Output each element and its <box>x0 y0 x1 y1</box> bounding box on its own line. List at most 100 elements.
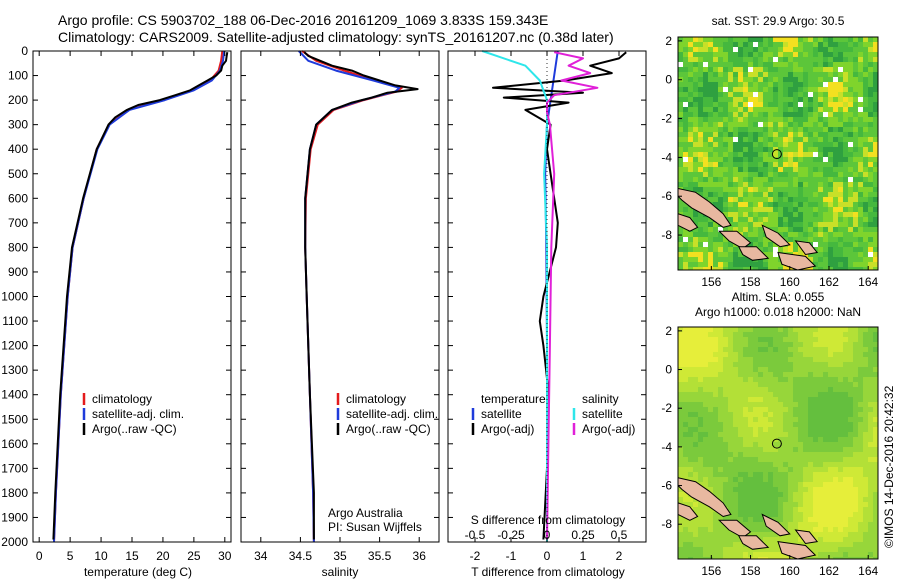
map-cell <box>873 252 878 258</box>
map-cell <box>683 162 689 168</box>
map-cell <box>723 532 729 538</box>
map-cell <box>743 407 749 413</box>
map-cell <box>688 52 694 58</box>
map-cell <box>783 237 789 243</box>
sla-map-frame <box>677 326 879 560</box>
map-cell <box>718 97 724 103</box>
map-cell <box>758 152 764 158</box>
map-cell <box>873 157 878 163</box>
map-cell <box>783 107 789 113</box>
y-tick-label-depth-0: 0 <box>21 44 28 58</box>
map-cell <box>778 452 784 458</box>
map-cell <box>858 502 864 508</box>
map-cell <box>713 542 719 548</box>
map-cell <box>698 547 704 553</box>
map-cell <box>723 207 729 213</box>
map-cell <box>813 232 819 238</box>
map-cell <box>808 102 814 108</box>
map-cell <box>698 407 704 413</box>
map-cell <box>788 137 794 143</box>
map-cell <box>778 462 784 468</box>
map-cell <box>688 257 694 263</box>
map-cell <box>838 157 844 163</box>
map-cell <box>768 262 774 268</box>
map-cell <box>773 122 779 128</box>
map-cell <box>688 137 694 143</box>
map-cell <box>783 357 789 363</box>
map-cell <box>703 437 709 443</box>
map-cell <box>803 332 809 338</box>
map-cell <box>763 67 769 73</box>
map-cell <box>853 417 859 423</box>
map-cell <box>723 332 729 338</box>
map-cell <box>833 352 839 358</box>
map-cell <box>788 157 794 163</box>
map-cell <box>798 372 804 378</box>
map-cell <box>848 522 854 528</box>
map-cell <box>863 552 869 558</box>
map-cell <box>843 37 849 43</box>
map-cell <box>858 537 864 543</box>
map-cell <box>788 367 794 373</box>
map-cell <box>758 547 764 553</box>
map-cell <box>688 92 694 98</box>
map-cell <box>858 487 864 493</box>
map-cell <box>848 332 854 338</box>
map-cell <box>843 87 849 93</box>
map-cell <box>763 557 769 559</box>
map-cell <box>768 417 774 423</box>
map-cell <box>858 392 864 398</box>
map-cell <box>748 197 754 203</box>
map-cell <box>683 57 689 63</box>
map-cell <box>713 357 719 363</box>
map-cell <box>843 122 849 128</box>
map-cell <box>708 262 714 268</box>
map-cell <box>808 167 814 173</box>
map-cell <box>723 537 729 543</box>
map-cell <box>753 342 759 348</box>
map-cell <box>838 442 844 448</box>
map-cell <box>703 467 709 473</box>
map-cell <box>723 377 729 383</box>
map-cell <box>833 337 839 343</box>
map-cell <box>713 197 719 203</box>
map-cell <box>823 217 829 223</box>
map-cell <box>723 482 729 488</box>
map-cell <box>688 327 694 333</box>
map-cell <box>868 482 874 488</box>
map-cell <box>818 87 824 93</box>
map-x-tick-label-2: 160 <box>780 564 800 578</box>
map-cell <box>723 432 729 438</box>
map-cell <box>793 217 799 223</box>
map-cell <box>838 182 844 188</box>
map-cell <box>738 397 744 403</box>
map-cell <box>758 197 764 203</box>
map-cell <box>733 82 739 88</box>
map-cell <box>693 257 699 263</box>
map-cell <box>803 87 809 93</box>
map-cell <box>758 67 764 73</box>
map-cell <box>863 222 869 228</box>
map-cell <box>863 77 869 83</box>
map-cell <box>693 397 699 403</box>
map-cell <box>838 332 844 338</box>
map-cell <box>798 482 804 488</box>
map-cell <box>773 487 779 493</box>
map-cell <box>753 457 759 463</box>
map-cell <box>783 407 789 413</box>
map-cell <box>873 192 878 198</box>
map-cell <box>793 497 799 503</box>
map-cell <box>728 212 734 218</box>
map-cell <box>763 367 769 373</box>
map-cell <box>748 472 754 478</box>
map-cell <box>743 37 749 43</box>
map-cell <box>683 112 689 118</box>
map-cell <box>678 227 684 233</box>
map-cell <box>738 462 744 468</box>
map-cell <box>758 92 764 98</box>
map-cell <box>718 362 724 368</box>
map-cell <box>818 427 824 433</box>
map-cell <box>748 517 754 523</box>
map-cell <box>698 362 704 368</box>
map-cell <box>873 87 878 93</box>
